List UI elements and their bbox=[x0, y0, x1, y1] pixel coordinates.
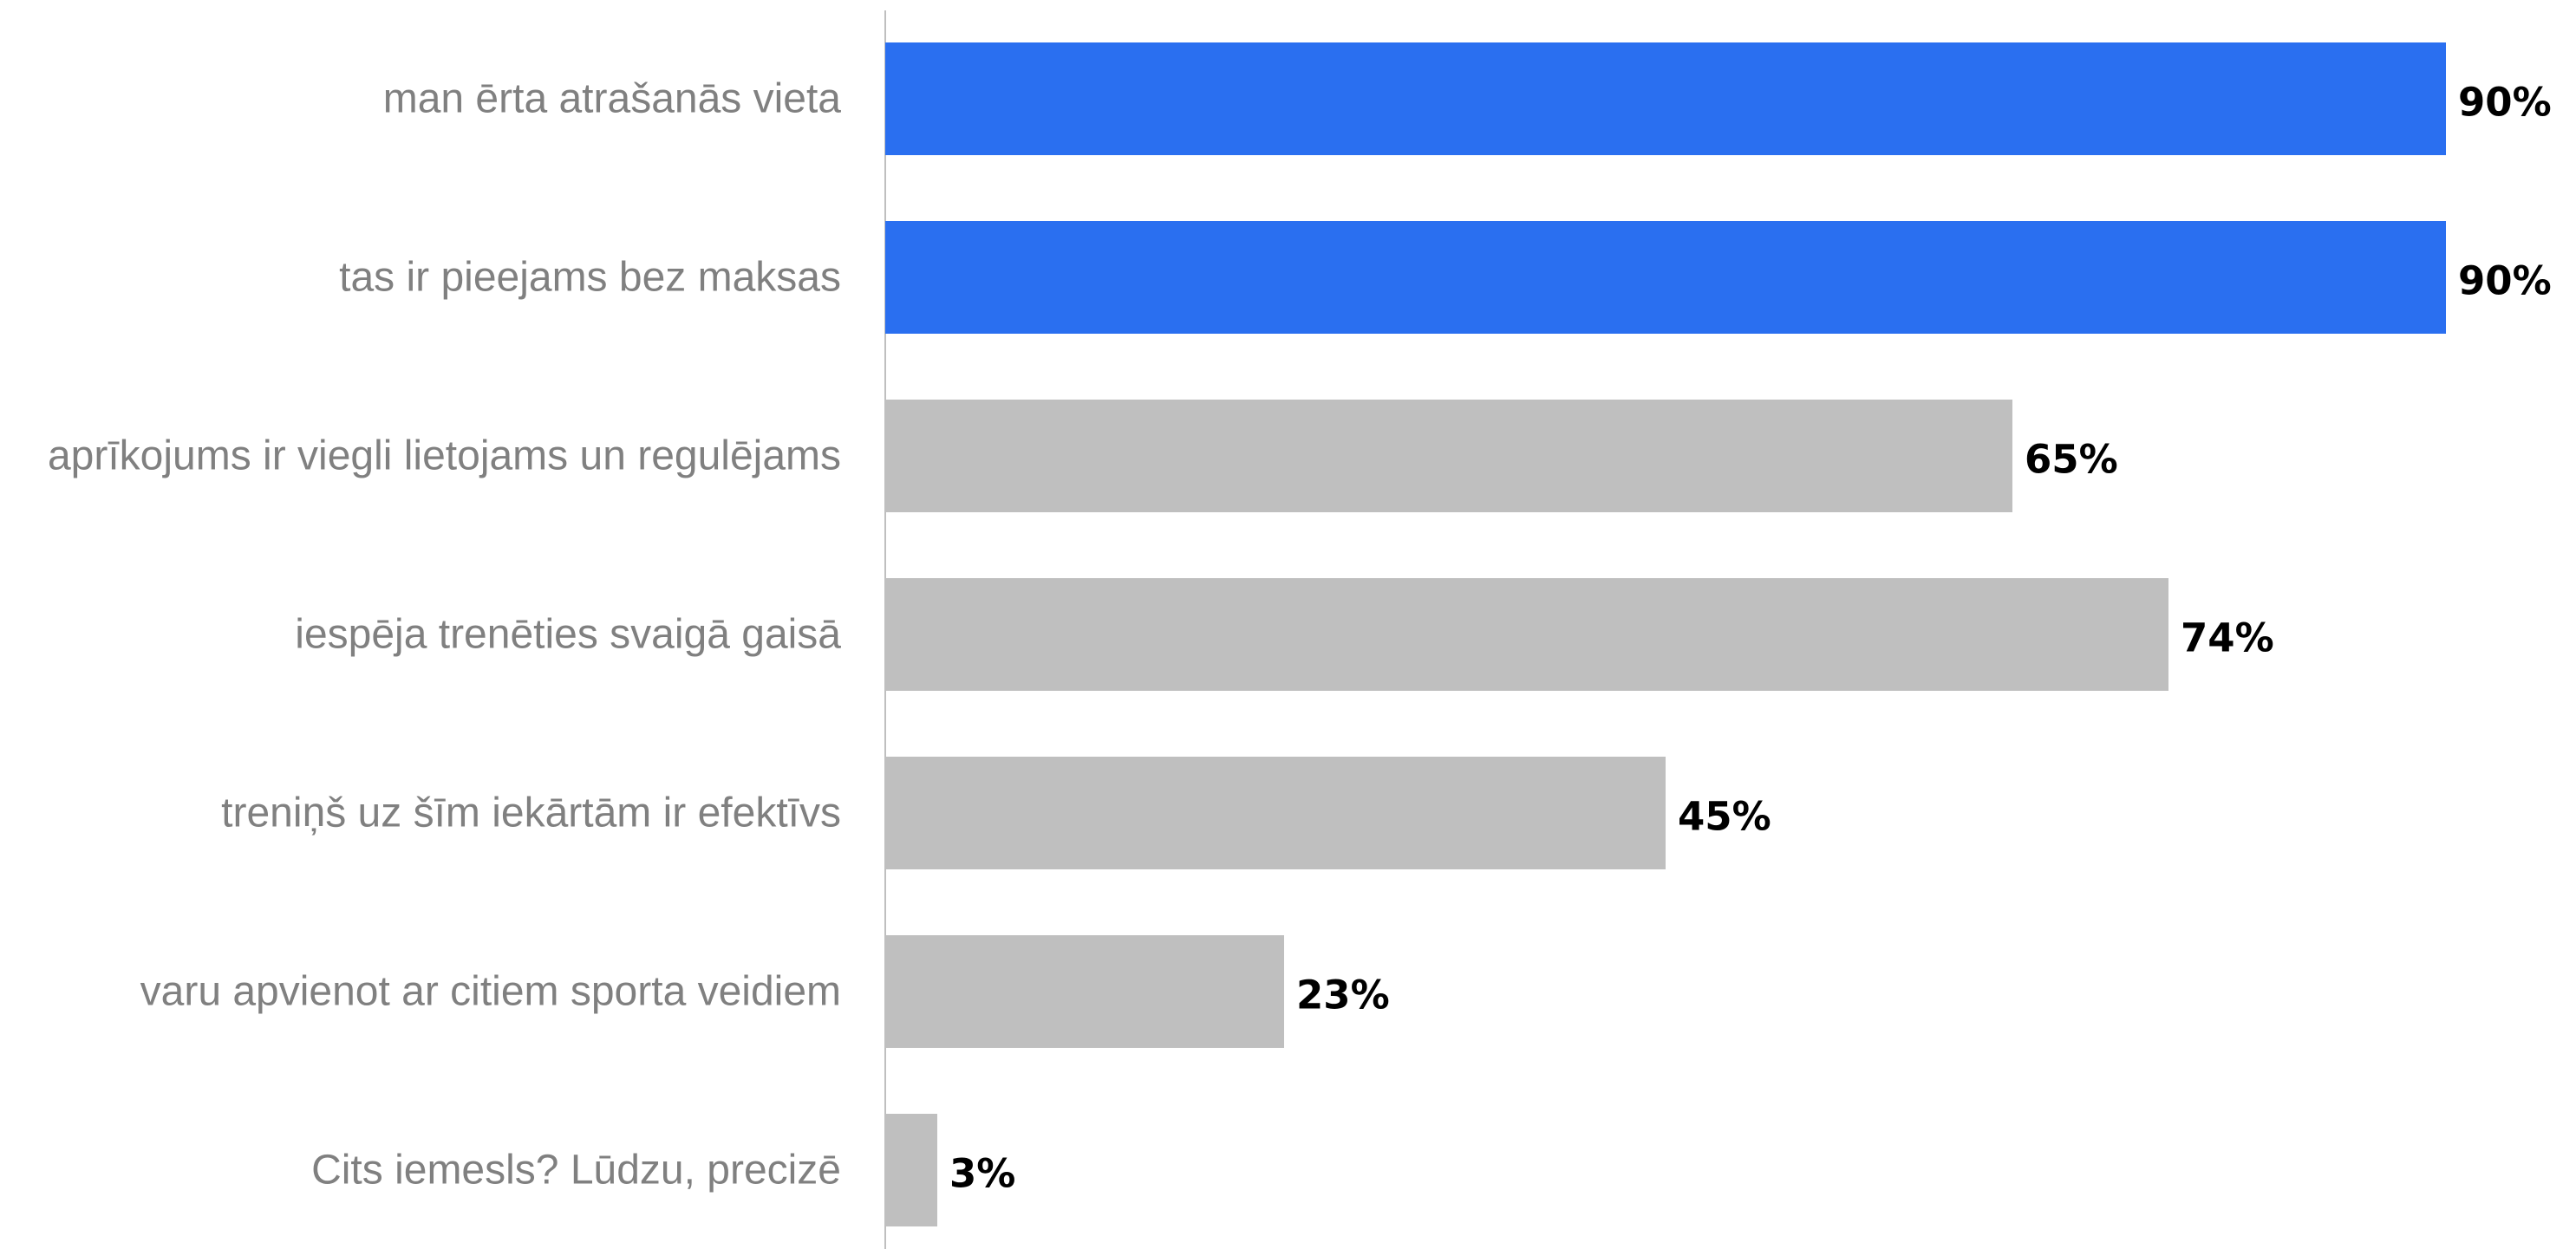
bar-5 bbox=[885, 757, 1666, 869]
category-labels-group: man ērta atrašanās vieta tas ir pieejams … bbox=[48, 76, 841, 1194]
bar-2 bbox=[885, 221, 2446, 334]
value-label-4: 74% bbox=[2181, 615, 2274, 661]
bar-4 bbox=[885, 578, 2168, 691]
bar-1 bbox=[885, 42, 2446, 155]
category-label-4: iespēja trenēties svaigā gaisā bbox=[295, 612, 841, 658]
value-labels-group: 90% 90% 65% 74% 45% 23% 3% bbox=[949, 80, 2552, 1197]
value-label-2: 90% bbox=[2458, 258, 2552, 304]
category-label-7: Cits iemesls? Lūdzu, precizē bbox=[311, 1148, 841, 1194]
category-label-6: varu apvienot ar citiem sporta veidiem bbox=[140, 969, 841, 1015]
bars-group bbox=[885, 42, 2446, 1226]
value-label-7: 3% bbox=[949, 1151, 1015, 1197]
value-label-5: 45% bbox=[1678, 794, 1771, 840]
value-label-6: 23% bbox=[1296, 973, 1390, 1018]
value-label-3: 65% bbox=[2025, 437, 2118, 483]
bar-7 bbox=[885, 1114, 937, 1226]
category-label-2: tas ir pieejams bez maksas bbox=[339, 255, 841, 301]
category-label-3: aprīkojums ir viegli lietojams un regulē… bbox=[48, 433, 841, 479]
bar-3 bbox=[885, 400, 2012, 512]
bar-6 bbox=[885, 935, 1284, 1048]
category-label-5: treniņš uz šīm iekārtām ir efektīvs bbox=[221, 790, 841, 836]
category-label-1: man ērta atrašanās vieta bbox=[383, 76, 842, 122]
value-label-1: 90% bbox=[2458, 80, 2552, 126]
